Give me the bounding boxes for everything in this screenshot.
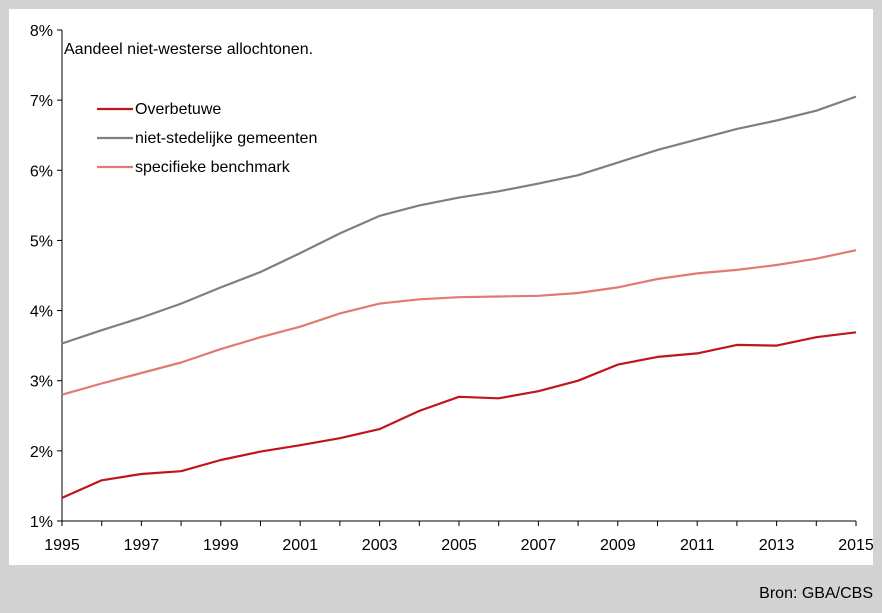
series-line-overbetuwe bbox=[61, 331, 857, 499]
y-tick-label: 8% bbox=[30, 23, 53, 40]
x-tick-label: 1999 bbox=[203, 537, 239, 554]
series-line-specifieke-benchmark bbox=[61, 249, 857, 396]
x-tick-label: 1995 bbox=[44, 537, 80, 554]
x-tick-label: 2005 bbox=[441, 537, 477, 554]
x-tick-label: 2011 bbox=[680, 537, 715, 554]
x-tick-label: 2013 bbox=[759, 537, 795, 554]
y-tick-label: 1% bbox=[30, 514, 53, 531]
line-chart: 1% 2% 3% 4% 5% 6% 7% 8% 1995 1997 1999 2001 2003 2005… bbox=[30, 23, 873, 554]
y-tick-label: 2% bbox=[30, 444, 53, 461]
x-tick-label: 1997 bbox=[124, 537, 160, 554]
y-tick-label: 5% bbox=[30, 233, 53, 250]
legend-label: niet-stedelijke gemeenten bbox=[135, 130, 317, 147]
y-tick-label: 4% bbox=[30, 304, 53, 321]
legend-label: specifieke benchmark bbox=[135, 159, 291, 176]
legend: Overbetuwe niet-stedelijke gemeenten speci… bbox=[97, 101, 317, 176]
series-layer bbox=[61, 95, 857, 499]
x-tick-label: 2007 bbox=[521, 537, 557, 554]
chart-title: Aandeel niet-westerse allochtonen. bbox=[64, 41, 313, 58]
x-tick-label: 2001 bbox=[282, 537, 318, 554]
x-tick-label: 2009 bbox=[600, 537, 636, 554]
legend-label: Overbetuwe bbox=[135, 101, 221, 118]
plot-panel: 1% 2% 3% 4% 5% 6% 7% 8% 1995 1997 1999 2001 2003 2005… bbox=[9, 9, 873, 565]
y-tick-label: 6% bbox=[30, 163, 53, 180]
series-line-niet-stedelijke-gemeenten bbox=[61, 95, 857, 345]
y-tick-label: 3% bbox=[30, 374, 53, 391]
source-note: Bron: GBA/CBS bbox=[759, 585, 873, 602]
axes: 1% 2% 3% 4% 5% 6% 7% 8% 1995 1997 1999 2001 2003 2005… bbox=[30, 23, 873, 554]
x-tick-label: 2003 bbox=[362, 537, 398, 554]
y-tick-label: 7% bbox=[30, 93, 53, 110]
x-tick-label: 2015 bbox=[838, 537, 873, 554]
